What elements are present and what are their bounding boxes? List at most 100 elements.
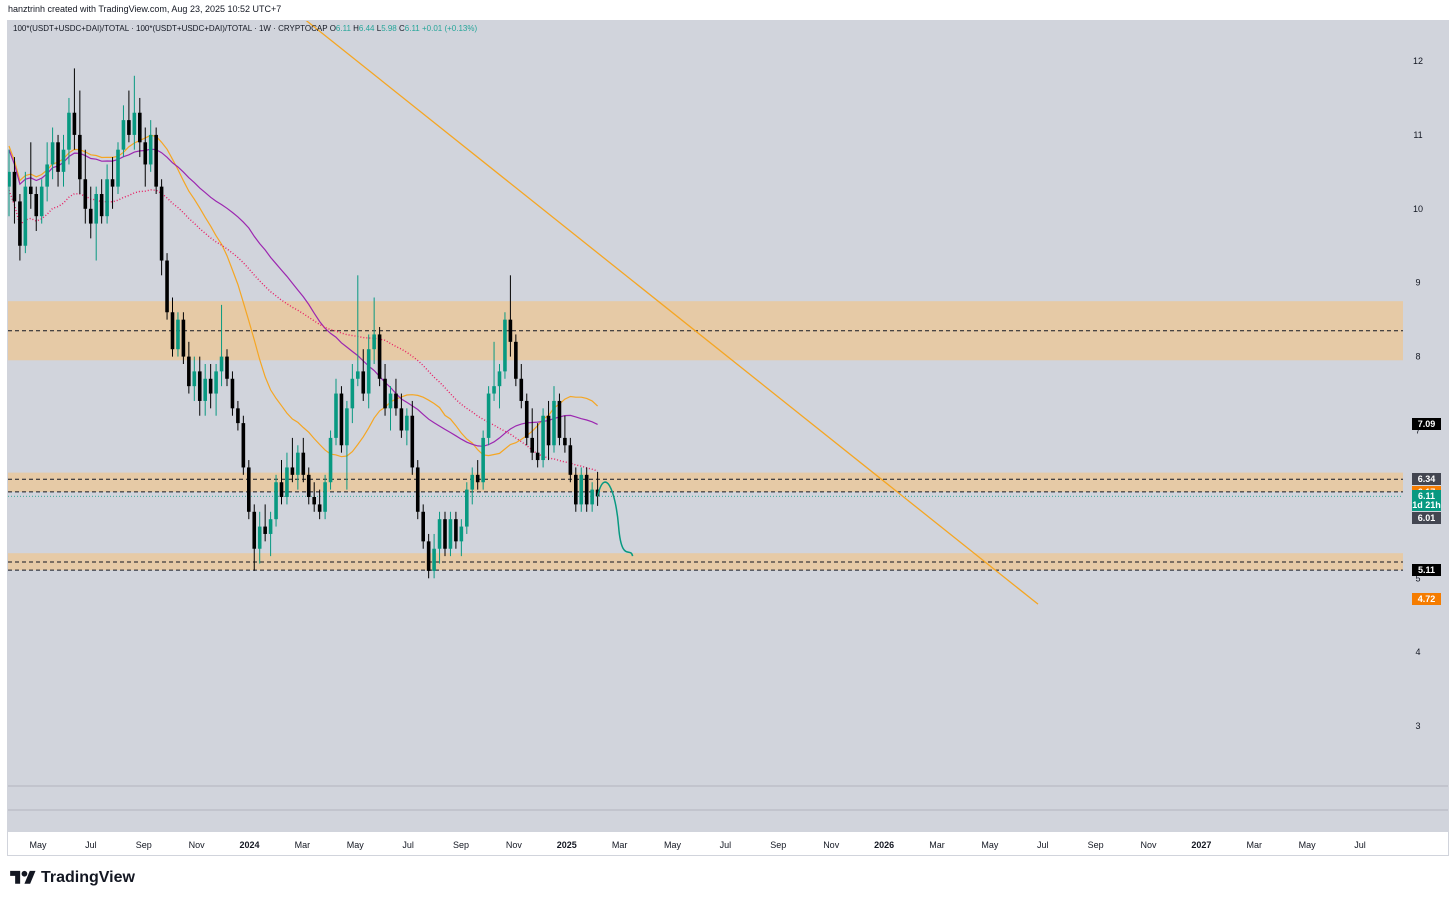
candle-body xyxy=(176,319,180,350)
candle-body xyxy=(388,393,393,409)
candle-body xyxy=(448,519,453,549)
chart-area[interactable]: 3456789101112MayJulSepNov2024MarMayJulSe… xyxy=(7,20,1449,856)
candle-body xyxy=(524,400,529,438)
candle-body xyxy=(546,415,551,446)
low-label: L xyxy=(376,24,382,33)
candle-body xyxy=(192,371,197,387)
candle-body xyxy=(94,194,98,224)
candle-body xyxy=(236,408,240,424)
candle-body xyxy=(83,179,88,209)
candle-body xyxy=(105,179,109,217)
candle-body xyxy=(219,356,224,372)
x-axis-tick-label: Jul xyxy=(402,840,414,850)
low-value: 5.98 xyxy=(381,24,397,33)
x-axis-tick-label: May xyxy=(347,840,365,850)
candle-body xyxy=(23,186,28,246)
moving-average-orange xyxy=(8,134,599,458)
candle-body xyxy=(486,393,491,438)
high-value: 6.44 xyxy=(358,24,375,33)
candle-body xyxy=(306,474,311,498)
x-axis-tick-label: May xyxy=(29,840,47,850)
x-axis-tick-label: May xyxy=(981,840,999,850)
candle-body xyxy=(508,319,513,342)
symbol-title: 100*(USDT+USDC+DAI)/TOTAL · 100*(USDT+US… xyxy=(13,24,328,33)
candle-body xyxy=(8,171,11,187)
candle-body xyxy=(574,474,578,505)
x-axis-tick-label: Sep xyxy=(136,840,152,850)
price-tag: 7.09 xyxy=(1412,417,1441,430)
candle-body xyxy=(519,378,524,401)
candle-body xyxy=(454,519,458,542)
candle-body xyxy=(116,149,120,187)
candle-body xyxy=(497,371,502,387)
candle-body xyxy=(148,134,153,165)
candle-body xyxy=(595,489,600,497)
candle-body xyxy=(541,415,545,461)
x-axis-tick-label: 2024 xyxy=(240,840,260,850)
price-tag: 1d 21h xyxy=(1412,499,1441,512)
candle-body xyxy=(568,445,573,475)
candle-body xyxy=(465,489,469,527)
x-axis-tick-label: Nov xyxy=(823,840,840,850)
candle-body xyxy=(584,474,589,505)
x-axis-tick-label: Jul xyxy=(1037,840,1049,850)
candle-body xyxy=(296,452,300,475)
price-chart[interactable]: 3456789101112MayJulSepNov2024MarMayJulSe… xyxy=(8,21,1448,855)
candle-body xyxy=(426,541,431,571)
candle-body xyxy=(208,378,213,394)
candle-body xyxy=(72,112,77,135)
candle-body xyxy=(372,334,376,350)
attribution-text: hanztrinh created with TradingView.com, … xyxy=(8,4,282,14)
x-axis-tick-label: Nov xyxy=(189,840,206,850)
candle-body xyxy=(394,393,398,409)
candle-body xyxy=(165,260,169,313)
candle-body xyxy=(481,437,485,483)
x-axis-tick-label: Sep xyxy=(1088,840,1104,850)
candle-body xyxy=(159,186,164,261)
candle-body xyxy=(475,474,480,483)
candle-body xyxy=(432,548,436,571)
close-label: C xyxy=(399,24,405,33)
y-axis-tick-label: 10 xyxy=(1413,204,1423,214)
candle-body xyxy=(187,356,191,387)
descending-trendline xyxy=(305,21,1039,605)
candle-body xyxy=(78,134,82,180)
candle-body xyxy=(383,378,387,409)
candle-body xyxy=(29,186,33,195)
candle-body xyxy=(50,142,55,165)
tradingview-brand[interactable]: TradingView xyxy=(10,868,135,888)
candle-body xyxy=(421,511,425,542)
x-axis-tick-label: May xyxy=(664,840,682,850)
candle-body xyxy=(415,467,420,512)
x-axis-tick-label: Mar xyxy=(612,840,628,850)
candle-body xyxy=(181,319,186,357)
candle-body xyxy=(459,526,464,542)
candle-body xyxy=(99,194,104,217)
candle-body xyxy=(579,474,584,505)
candle-body xyxy=(503,319,507,372)
y-axis-tick-label: 3 xyxy=(1415,721,1420,731)
candle-body xyxy=(514,341,518,379)
change-value: +0.01 (+0.13%) xyxy=(422,24,478,33)
candle-body xyxy=(225,356,229,379)
support-resistance-zone xyxy=(8,553,1403,571)
candle-body xyxy=(410,415,415,468)
candle-body xyxy=(323,482,327,512)
y-axis-tick-label: 11 xyxy=(1413,130,1422,140)
candle-body xyxy=(279,482,284,498)
candle-body xyxy=(197,371,202,401)
candle-body xyxy=(143,142,148,165)
candle-body xyxy=(285,467,289,498)
price-tag: 4.72 xyxy=(1412,592,1441,605)
moving-average-red-dotted xyxy=(8,189,598,472)
x-axis-tick-label: Sep xyxy=(770,840,786,850)
candle-body xyxy=(67,112,71,150)
candle-body xyxy=(39,186,44,217)
open-value: 6.11 xyxy=(335,24,351,33)
candle-body xyxy=(121,120,126,150)
candle-body xyxy=(274,482,278,520)
price-tag: 6.34 xyxy=(1412,473,1441,486)
moving-average-purple xyxy=(8,148,598,447)
candle-body xyxy=(61,149,66,172)
brand-name: TradingView xyxy=(41,869,135,886)
